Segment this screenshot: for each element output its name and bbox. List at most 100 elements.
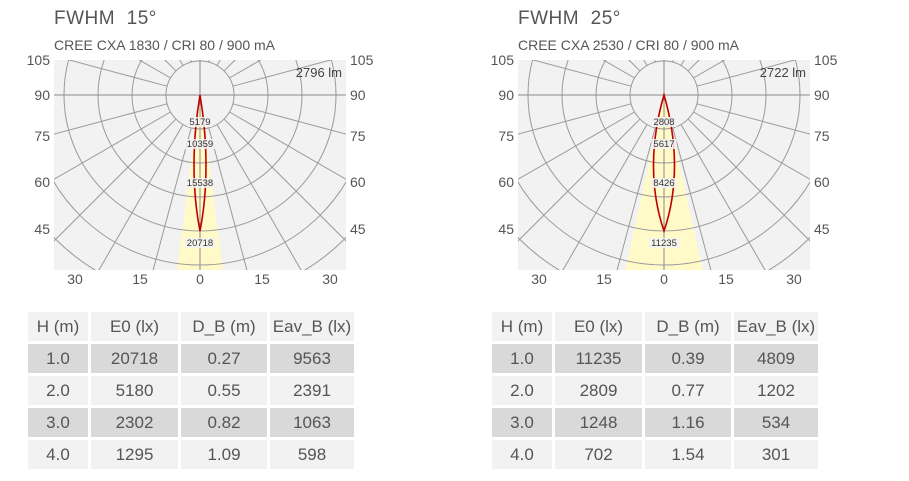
table-cell: 4809 — [734, 344, 818, 373]
bottom-angle-label: 0 — [196, 271, 204, 287]
ring-value-bg — [184, 178, 216, 188]
bottom-angle-label: 30 — [322, 271, 338, 287]
bottom-angle-label: 15 — [718, 271, 734, 287]
panel-title: FWHM 15° — [54, 8, 157, 29]
table-cell: 2.0 — [492, 376, 552, 405]
table-row: 2.0 2809 0.77 1202 — [492, 376, 818, 405]
table-cell: 1295 — [91, 440, 178, 469]
polar-spoke — [518, 103, 632, 135]
table-row: 3.0 1248 1.16 534 — [492, 408, 818, 437]
polar-spoke — [687, 118, 810, 242]
polar-spoke — [229, 111, 346, 180]
table-cell: 0.27 — [181, 344, 267, 373]
right-angle-label: 75 — [350, 128, 366, 144]
ring-value-label: 5179 — [189, 117, 210, 128]
table-cell: 1.16 — [645, 408, 731, 437]
table-row: 1.0 11235 0.39 4809 — [492, 344, 818, 373]
table-header-row: H (m) E0 (lx) D_B (m) Eav_B (lx) — [492, 312, 818, 341]
table-cell: 2.0 — [28, 376, 88, 405]
polar-grid: 5179 10359 15538 20718 — [54, 60, 346, 270]
table-cell: 1.54 — [645, 440, 731, 469]
panel-title: FWHM 25° — [518, 8, 621, 29]
table-cell: 3.0 — [492, 408, 552, 437]
polar-chart: 2808 5617 8426 11235 2722 lm 105 90 75 60 45 105 90… — [491, 55, 838, 287]
polar-spoke — [562, 124, 648, 270]
left-angle-label: 45 — [34, 221, 50, 237]
photometric-panel-1: FWHM 15° CREE CXA 1830 / CRI 80 / 900 mA… — [0, 0, 440, 481]
column-header: D_B (m) — [645, 312, 731, 341]
polar-spoke — [54, 118, 177, 242]
ring-value-label: 8426 — [653, 178, 674, 189]
left-angle-label: 60 — [498, 174, 514, 190]
left-angle-label: 105 — [27, 55, 51, 68]
polar-spoke — [54, 103, 168, 135]
table-row: 1.0 20718 0.27 9563 — [28, 344, 354, 373]
lumens-label: 2722 lm — [760, 65, 806, 80]
table-cell: 0.77 — [645, 376, 731, 405]
polar-spoke — [67, 60, 168, 87]
ring-value-label: 10359 — [187, 139, 213, 150]
polar-spoke — [680, 124, 766, 270]
polar-spoke — [672, 127, 712, 270]
polar-spoke — [208, 127, 248, 270]
table-row: 3.0 2302 0.82 1063 — [28, 408, 354, 437]
table-cell: 1.0 — [28, 344, 88, 373]
left-angle-label: 45 — [498, 221, 514, 237]
table-cell: 702 — [555, 440, 642, 469]
left-angle-label: 75 — [34, 128, 50, 144]
table-cell: 1202 — [734, 376, 818, 405]
table-cell: 2302 — [91, 408, 178, 437]
illuminance-table: H (m) E0 (lx) D_B (m) Eav_B (lx) 1.0 207… — [25, 309, 357, 472]
table-cell: 1063 — [270, 408, 354, 437]
intensity-curve — [193, 94, 207, 232]
polar-spoke — [232, 103, 346, 135]
column-header: H (m) — [492, 312, 552, 341]
table-cell: 3.0 — [28, 408, 88, 437]
polar-spoke — [223, 118, 346, 242]
bottom-angle-label: 30 — [531, 271, 547, 287]
ring-value-bg — [651, 139, 677, 149]
polar-spoke — [216, 124, 302, 270]
table-cell: 20718 — [91, 344, 178, 373]
left-angle-label: 90 — [498, 87, 514, 103]
table-cell: 4.0 — [28, 440, 88, 469]
bottom-angle-label: 0 — [660, 271, 668, 287]
table-cell: 5180 — [91, 376, 178, 405]
polar-spoke — [696, 60, 797, 87]
table-cell: 0.39 — [645, 344, 731, 373]
right-angle-label: 90 — [350, 87, 366, 103]
table-cell: 534 — [734, 408, 818, 437]
ring-value-bg — [648, 238, 680, 248]
right-angle-label: 60 — [814, 174, 830, 190]
polar-spoke — [518, 111, 635, 180]
right-angle-label: 105 — [814, 55, 838, 68]
intensity-curve — [652, 92, 676, 234]
right-angle-label: 45 — [350, 221, 366, 237]
polar-spoke — [54, 111, 171, 180]
right-angle-label: 90 — [814, 87, 830, 103]
photometric-panel-2: FWHM 25° CREE CXA 2530 / CRI 80 / 900 mA… — [464, 0, 904, 481]
table-cell: 2809 — [555, 376, 642, 405]
table-header-row: H (m) E0 (lx) D_B (m) Eav_B (lx) — [28, 312, 354, 341]
column-header: H (m) — [28, 312, 88, 341]
left-angle-label: 60 — [34, 174, 50, 190]
ring-value-label: 11235 — [651, 238, 677, 249]
polar-spoke — [693, 111, 810, 180]
ring-value-bg — [651, 117, 677, 127]
polar-spoke — [531, 60, 632, 87]
table-cell: 0.82 — [181, 408, 267, 437]
ring-value-bg — [187, 117, 213, 127]
polar-chart: 5179 10359 15538 20718 2796 lm 105 90 75 60 45 105… — [27, 55, 374, 287]
polar-spoke — [98, 124, 184, 270]
panel-subtitle: CREE CXA 1830 / CRI 80 / 900 mA — [54, 37, 275, 53]
polar-grid: 2808 5617 8426 11235 — [518, 60, 810, 270]
bottom-angle-label: 30 — [786, 271, 802, 287]
left-angle-label: 90 — [34, 87, 50, 103]
lumens-label: 2796 lm — [296, 65, 342, 80]
table-cell: 0.55 — [181, 376, 267, 405]
bottom-angle-label: 15 — [596, 271, 612, 287]
column-header: E0 (lx) — [555, 312, 642, 341]
column-header: Eav_B (lx) — [734, 312, 818, 341]
right-angle-label: 45 — [814, 221, 830, 237]
column-header: Eav_B (lx) — [270, 312, 354, 341]
